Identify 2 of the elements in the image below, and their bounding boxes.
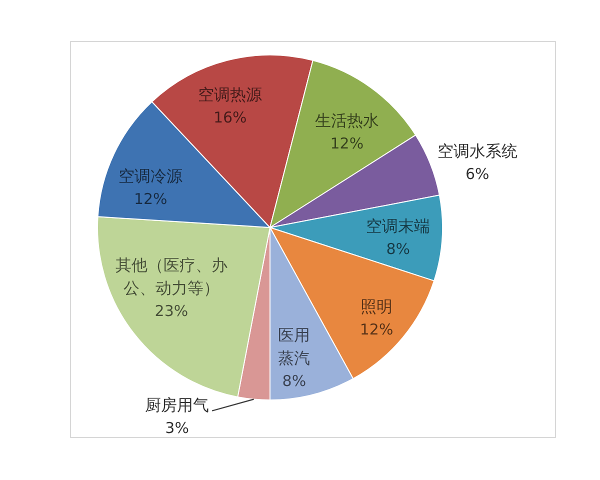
data-label: 3%: [165, 418, 189, 437]
slice-label: 厨房用气: [145, 395, 210, 414]
